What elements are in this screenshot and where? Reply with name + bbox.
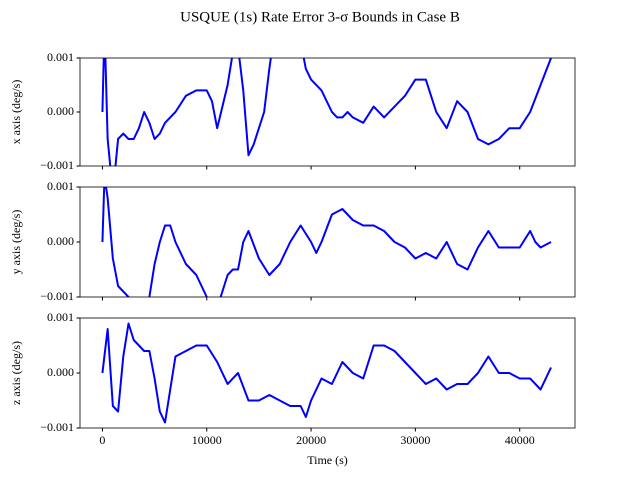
y-axis-label: x axis (deg/s) bbox=[9, 80, 23, 145]
y-axis-label: z axis (deg/s) bbox=[9, 341, 23, 405]
y-tick-label: −0.001 bbox=[40, 158, 74, 172]
y-tick-label: 0.001 bbox=[47, 50, 74, 64]
data-line bbox=[101, 322, 552, 424]
y-tick-label: 0.001 bbox=[47, 179, 74, 193]
y-tick-label: 0.000 bbox=[47, 365, 74, 379]
data-line bbox=[101, 187, 552, 297]
x-axis-label: Time (s) bbox=[307, 453, 348, 467]
y-tick-label: 0.000 bbox=[47, 234, 74, 248]
y-tick-label: 0.000 bbox=[47, 104, 74, 118]
figure-title: USQUE (1s) Rate Error 3-σ Bounds in Case… bbox=[180, 9, 460, 25]
y-tick-label: −0.001 bbox=[40, 420, 74, 434]
y-tick-label: 0.001 bbox=[47, 310, 74, 324]
x-tick-label: 0 bbox=[99, 433, 105, 447]
x-tick-label: 10000 bbox=[192, 433, 222, 447]
y-axis-label: y axis (deg/s) bbox=[9, 210, 23, 275]
x-tick-label: 30000 bbox=[400, 433, 430, 447]
x-tick-label: 40000 bbox=[505, 433, 535, 447]
x-tick-label: 20000 bbox=[296, 433, 326, 447]
data-line bbox=[101, 58, 553, 166]
y-tick-label: −0.001 bbox=[40, 289, 74, 303]
